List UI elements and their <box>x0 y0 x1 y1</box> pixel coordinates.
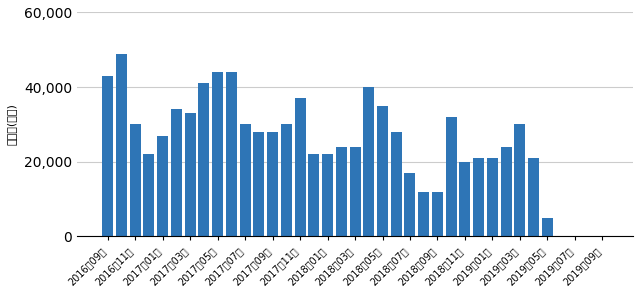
Bar <box>404 173 415 236</box>
Bar <box>143 154 154 236</box>
Bar <box>349 147 360 236</box>
Bar <box>308 154 319 236</box>
Bar <box>500 147 511 236</box>
Bar <box>130 124 141 236</box>
Bar <box>364 87 374 236</box>
Bar <box>336 147 347 236</box>
Bar <box>391 132 402 236</box>
Bar <box>212 72 223 236</box>
Bar <box>226 72 237 236</box>
Bar <box>542 218 553 236</box>
Bar <box>377 106 388 236</box>
Bar <box>171 109 182 236</box>
Bar <box>473 158 484 236</box>
Bar <box>198 83 209 236</box>
Bar <box>528 158 539 236</box>
Bar <box>487 158 498 236</box>
Bar <box>116 54 127 236</box>
Bar <box>267 132 278 236</box>
Y-axis label: 거래량(건수): 거래량(건수) <box>7 103 17 145</box>
Bar <box>445 117 457 236</box>
Bar <box>294 98 305 236</box>
Bar <box>515 124 525 236</box>
Bar <box>102 76 113 236</box>
Bar <box>239 124 251 236</box>
Bar <box>322 154 333 236</box>
Bar <box>185 113 196 236</box>
Bar <box>253 132 264 236</box>
Bar <box>432 192 443 236</box>
Bar <box>157 136 168 236</box>
Bar <box>418 192 429 236</box>
Bar <box>281 124 292 236</box>
Bar <box>460 162 470 236</box>
